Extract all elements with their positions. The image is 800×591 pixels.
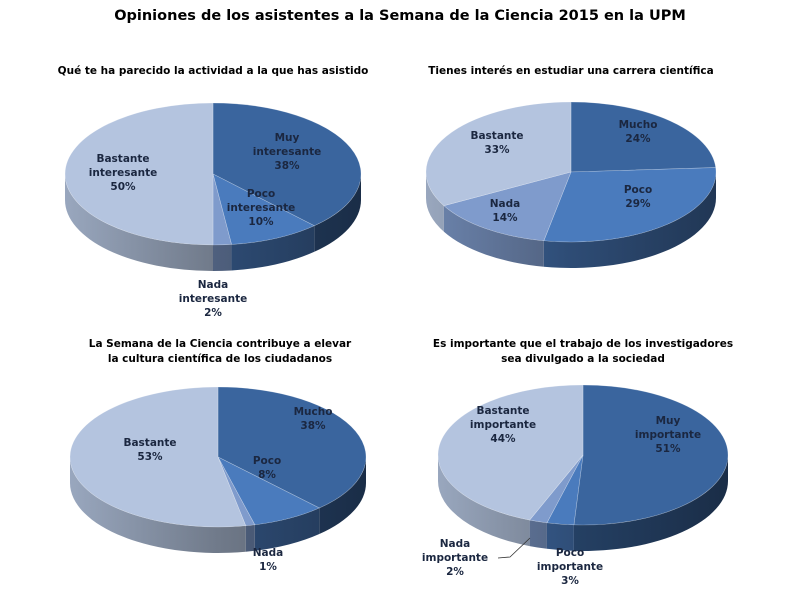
slice-label: Nada 1% (213, 546, 323, 574)
slice-label-value: 38% (300, 420, 326, 432)
pie-3-title: La Semana de la Ciencia contribuye a ele… (88, 338, 352, 365)
slice-label-name: Bastante (123, 437, 177, 449)
slice-1 (573, 384, 729, 526)
slice-label: Nada 14% (450, 197, 560, 225)
pie-1-title: Qué te ha parecido la actividad a la que… (57, 65, 369, 77)
slice-label-name: Poco (623, 184, 653, 196)
slice-label-value: 1% (259, 561, 277, 573)
pie-3 (69, 386, 367, 553)
pie-2-title: Tienes interés en estudiar una carrera c… (428, 65, 714, 77)
slice-label-value: 8% (258, 469, 276, 481)
slice-label: Muy interesante 38% (232, 131, 342, 173)
slice-label-value: 53% (137, 451, 163, 463)
slice-side (70, 457, 246, 553)
slice-label: Nada interesante 2% (158, 278, 268, 320)
slice-label-value: 38% (274, 160, 300, 172)
slice-3 (212, 173, 232, 246)
pie-2 (425, 101, 717, 268)
slice-label-value: 29% (625, 198, 651, 210)
slice-label-name: Muy importante (634, 415, 702, 441)
slice-label: Bastante interesante 50% (68, 152, 178, 194)
slice-label-name: Bastante (470, 130, 524, 142)
slice-3 (529, 454, 584, 524)
slice-label: Nada importante 2% (400, 537, 510, 579)
slice-side (65, 174, 213, 271)
slice-label: Poco 8% (212, 454, 322, 482)
slice-label-value: 33% (484, 144, 510, 156)
slice-side (426, 172, 444, 232)
slice-label-value: 44% (490, 433, 516, 445)
slice-label-name: Nada importante (421, 538, 489, 564)
slice-side (231, 225, 315, 271)
slice-label: Mucho 38% (258, 405, 368, 433)
slice-side (245, 524, 255, 552)
slice-4 (437, 384, 584, 521)
slice-side (319, 457, 366, 535)
slice-4 (64, 102, 214, 246)
slice-label-name: Poco importante (536, 547, 604, 573)
slice-side (546, 522, 574, 551)
slice-label: Poco 29% (583, 183, 693, 211)
slice-label-value: 14% (492, 212, 518, 224)
main-title: Opiniones de los asistentes a la Semana … (114, 8, 686, 24)
slice-label-name: Muy interesante (252, 132, 322, 158)
slice-1 (212, 102, 362, 227)
slice-label-value: 10% (248, 216, 274, 228)
slice-side (529, 520, 547, 549)
pie-4 (437, 384, 729, 559)
slice-label-name: Mucho (293, 406, 333, 418)
slice-label: Poco interesante 10% (206, 187, 316, 229)
slice-side (438, 455, 530, 547)
slice-label: Bastante 33% (442, 129, 552, 157)
slice-side (314, 174, 361, 252)
slice-label-name: Bastante interesante (88, 153, 158, 179)
slice-label-name: Mucho (618, 119, 658, 131)
slice-label-name: Poco interesante (226, 188, 296, 214)
slice-label-name: Poco (252, 455, 282, 467)
slice-label: Muy importante 51% (613, 414, 723, 456)
slice-side (254, 508, 320, 551)
slice-2 (217, 456, 321, 526)
slice-side (543, 172, 716, 268)
slice-label-name: Nada interesante (178, 279, 248, 305)
slice-2 (543, 167, 717, 243)
slice-3 (443, 171, 572, 242)
slice-4 (425, 101, 572, 207)
slice-1 (570, 101, 717, 173)
slice-label-value: 3% (561, 575, 579, 587)
slice-2 (546, 454, 584, 526)
slice-label: Poco importante 3% (515, 546, 625, 588)
slice-label-value: 24% (625, 133, 651, 145)
slice-side (213, 244, 232, 271)
pie-4-title: Es importante que el trabajo de los inve… (432, 338, 734, 365)
slice-3 (217, 456, 256, 527)
slice-label: Mucho 24% (583, 118, 693, 146)
slice-label-name: Bastante importante (469, 405, 537, 431)
leader-line (497, 537, 531, 559)
slice-label-value: 50% (110, 181, 136, 193)
slice-label-name: Nada (252, 547, 284, 559)
slice-label-value: 2% (204, 307, 222, 319)
slice-label-name: Nada (489, 198, 521, 210)
slice-4 (69, 386, 247, 528)
pie-1 (64, 102, 362, 271)
slice-label-value: 2% (446, 566, 464, 578)
slice-side (573, 455, 728, 551)
slice-label: Bastante 53% (95, 436, 205, 464)
slice-side (443, 205, 544, 267)
slice-label-value: 51% (655, 443, 681, 455)
slice-2 (212, 173, 316, 245)
slice-label: Bastante importante 44% (448, 404, 558, 446)
slice-1 (217, 386, 367, 509)
